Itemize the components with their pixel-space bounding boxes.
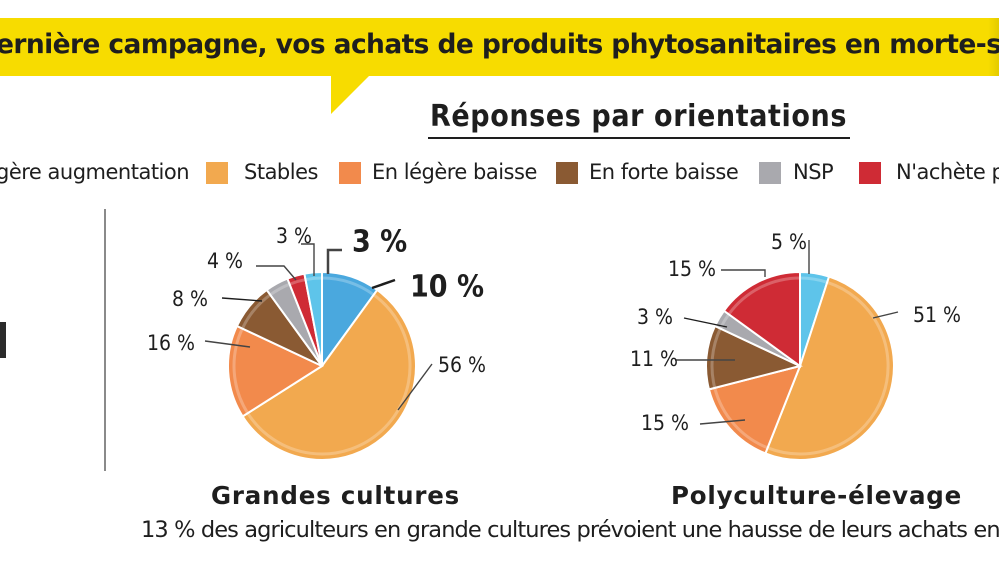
legend-swatch: [759, 162, 781, 184]
banner-callout-tail: [331, 76, 369, 114]
pie-title-grandes-cultures: Grandes cultures: [211, 481, 461, 510]
leader-line: [301, 243, 315, 276]
vertical-divider: [104, 209, 106, 471]
legend-label: Stables: [244, 160, 318, 184]
pie-slice-rim: [321, 276, 375, 297]
pie-slice: [705, 324, 803, 391]
slice-label: 56 %: [438, 353, 486, 377]
slice-label: 3 %: [352, 225, 407, 260]
pie-slice-rim: [305, 276, 323, 282]
banner-title: ernière campagne, vos achats de produits…: [0, 29, 999, 60]
cropped-edge-mark: [0, 322, 6, 358]
slice-label: 8 %: [172, 287, 208, 311]
legend-swatch: [206, 162, 228, 184]
leader-line: [872, 311, 899, 319]
pie-slice-rim: [710, 327, 722, 389]
slice-label: 3 %: [276, 224, 312, 248]
pie-slice: [764, 275, 895, 461]
leader-line: [256, 265, 297, 281]
slice-label: 11 %: [630, 347, 678, 371]
legend-label: gère augmentation: [0, 160, 190, 184]
slice-label: 16 %: [147, 331, 195, 355]
slice-label: 15 %: [641, 411, 689, 435]
leader-line: [326, 248, 342, 274]
legend-label: En forte baisse: [589, 160, 739, 184]
pie-slice-rim: [232, 327, 249, 414]
footnote: 13 % des agriculteurs en grande cultures…: [141, 517, 999, 543]
slice-label: 51 %: [913, 303, 961, 327]
leader-line: [397, 363, 433, 411]
leader-line: [699, 419, 746, 425]
subtitle-underline: [428, 137, 850, 139]
title-banner: [0, 18, 999, 76]
legend-label: NSP: [793, 160, 834, 184]
pie-slice-rim: [767, 280, 890, 456]
pie-title-polyculture-elevage: Polyculture-élevage: [671, 481, 963, 510]
legend-swatch: [859, 162, 881, 184]
pie-slice-rim: [727, 276, 801, 316]
pie-slice: [707, 364, 802, 455]
legend-label: En légère baisse: [372, 160, 537, 184]
slice-label: 3 %: [637, 305, 673, 329]
pie-slice: [722, 270, 801, 368]
slice-label: 4 %: [207, 249, 243, 273]
legend-label: N'achète p: [896, 160, 999, 184]
leader-line: [683, 317, 728, 328]
legend-swatch: [556, 162, 578, 184]
slice-label: 15 %: [668, 257, 716, 281]
pie-slice-rim: [713, 387, 769, 450]
pie-slice: [303, 270, 323, 367]
legend-swatch: [339, 162, 361, 184]
leader-line: [204, 340, 251, 348]
pie-slice: [227, 324, 325, 418]
leader-line: [721, 269, 766, 277]
leader-line: [221, 297, 263, 302]
banner-edge: [988, 18, 999, 76]
slice-label: 10 %: [410, 270, 484, 305]
leader-line: [371, 278, 396, 290]
pie-slice: [241, 288, 417, 461]
chart-subtitle: Réponses par orientations: [430, 99, 847, 134]
pie-slice-rim: [241, 293, 272, 330]
slice-label: 5 %: [771, 230, 807, 254]
pie-slice-rim: [246, 293, 412, 456]
